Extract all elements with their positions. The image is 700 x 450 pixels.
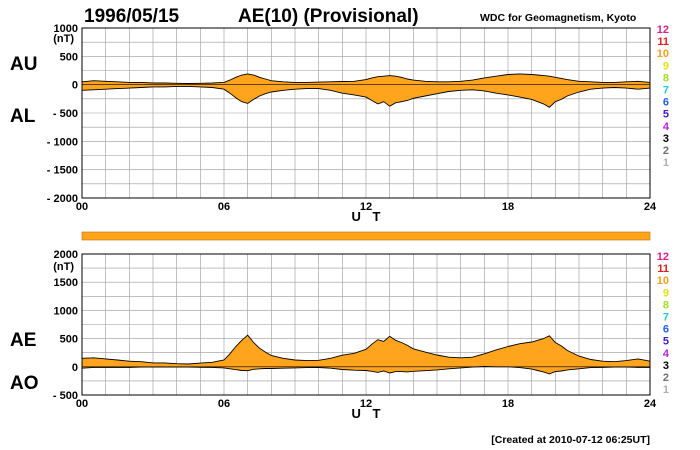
y-tick-label: 2000 — [54, 249, 78, 261]
station-number: 11 — [657, 36, 669, 48]
station-number: 6 — [663, 324, 669, 336]
station-number: 11 — [657, 263, 669, 275]
station-number: 5 — [663, 109, 669, 121]
y-tick-label: 0 — [72, 80, 78, 92]
station-number: 1 — [663, 384, 669, 396]
au-label: AU — [10, 54, 37, 75]
x-tick-label: 24 — [644, 398, 657, 410]
plot-frame — [81, 27, 651, 199]
x-tick-label: 18 — [502, 398, 514, 410]
y-tick-label: 500 — [60, 334, 78, 346]
station-number: 4 — [663, 121, 670, 133]
y-tick-label: - 500 — [53, 108, 78, 120]
al-label: AL — [10, 106, 36, 127]
panel2-unit: (nT) — [53, 261, 74, 273]
y-tick-label: - 2000 — [47, 193, 78, 205]
series-line-upper — [81, 73, 651, 84]
station-number: 4 — [663, 348, 670, 360]
plot-title: AE(10) (Provisional) — [238, 6, 419, 27]
ao-label: AO — [10, 373, 39, 394]
created-stamp: [Created at 2010-07-12 06:25UT] — [491, 434, 650, 446]
station-number: 2 — [663, 145, 669, 157]
index-area-fill — [82, 73, 650, 108]
x-tick-label: 06 — [218, 201, 230, 213]
series-line-lower — [81, 366, 650, 375]
station-number: 7 — [663, 85, 669, 97]
x-tick-label: 12 — [360, 398, 372, 410]
station-number: 12 — [657, 24, 669, 36]
station-number: 10 — [657, 48, 669, 60]
x-tick-label: 00 — [76, 201, 88, 213]
x-tick-label: 06 — [218, 398, 230, 410]
x-tick-label: 24 — [644, 201, 657, 213]
panel1-unit: (nT) — [53, 33, 74, 45]
station-number: 3 — [663, 360, 669, 372]
station-number: 3 — [663, 133, 669, 145]
x-tick-label: 00 — [76, 398, 88, 410]
y-tick-label: 1000 — [54, 23, 78, 35]
station-number: 10 — [657, 275, 669, 287]
y-tick-label: - 500 — [53, 390, 78, 402]
y-tick-label: 500 — [60, 51, 78, 63]
y-tick-label: - 1000 — [47, 136, 78, 148]
index-area-fill — [82, 335, 650, 374]
station-number: 8 — [663, 299, 669, 311]
panel1-xlabel: U T — [352, 209, 385, 224]
panel2-xlabel: U T — [352, 406, 385, 421]
station-number: 9 — [663, 60, 669, 72]
station-number: 12 — [657, 251, 669, 263]
series-line-lower — [81, 85, 651, 108]
data-source: WDC for Geomagnetism, Kyoto — [480, 12, 636, 24]
station-number: 8 — [663, 72, 669, 84]
y-tick-label: 1000 — [54, 305, 78, 317]
y-tick-label: 0 — [72, 362, 78, 374]
y-tick-label: - 1500 — [47, 165, 78, 177]
x-tick-label: 18 — [502, 201, 514, 213]
station-number: 1 — [663, 157, 669, 169]
station-number: 9 — [663, 287, 669, 299]
plot-frame — [81, 253, 651, 396]
station-number: 6 — [663, 97, 669, 109]
ae-label: AE — [10, 330, 36, 351]
y-tick-label: 1500 — [54, 277, 78, 289]
separator-bar — [81, 231, 651, 241]
plot-date: 1996/05/15 — [84, 6, 180, 27]
station-number: 7 — [663, 312, 669, 324]
x-tick-label: 12 — [360, 201, 372, 213]
series-line-upper — [81, 334, 651, 365]
station-number: 5 — [663, 336, 669, 348]
station-number: 2 — [663, 372, 669, 384]
